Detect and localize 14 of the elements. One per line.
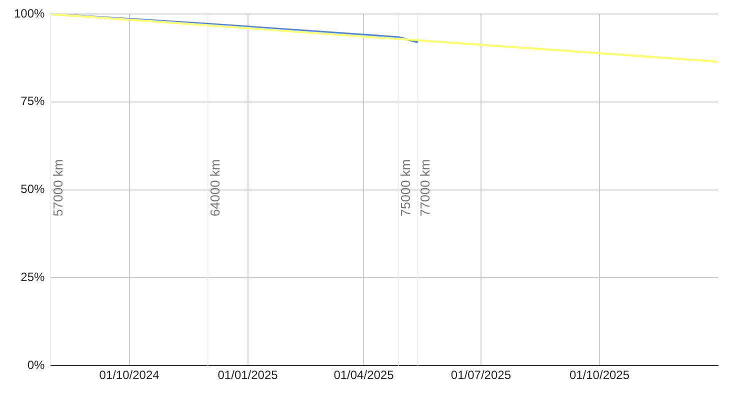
x-tick-label: 01/10/2024: [99, 368, 160, 382]
y-tick-label: 25%: [20, 270, 46, 284]
x-tick-label: 01/04/2025: [334, 368, 394, 382]
y-tick-label: 50%: [20, 182, 46, 196]
x-tick-label: 01/10/2025: [569, 368, 630, 382]
y-tick-label: 0%: [27, 358, 46, 372]
x-tick-label: 01/01/2025: [218, 368, 278, 382]
x-tick-label: 01/07/2025: [450, 368, 512, 382]
ref-line-label: 77000 km: [417, 159, 432, 216]
y-tick-label: 75%: [20, 94, 46, 108]
ref-line-label: 64000 km: [207, 159, 222, 216]
ref-line-label: 75000 km: [398, 159, 414, 216]
y-tick-label: 100%: [14, 6, 46, 20]
ref-line-label: 57000 km: [50, 159, 66, 216]
